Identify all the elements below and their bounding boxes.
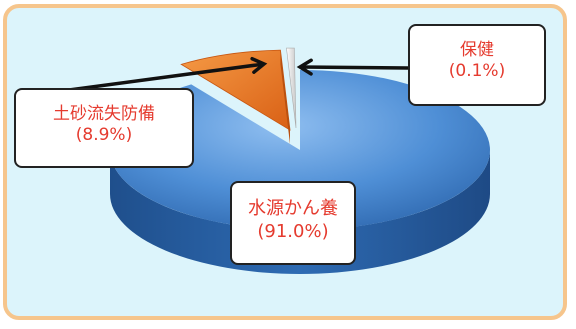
- arrow-dosha-head: [250, 56, 268, 74]
- arrow-hoken-head: [296, 58, 313, 76]
- arrow-dosha: [53, 62, 265, 94]
- callout-hoken: 保健 (0.1%): [408, 24, 546, 106]
- slice-suigen: [109, 70, 490, 230]
- slice-value-suigen: (91.0%): [257, 220, 329, 242]
- slice-label-dosha: 土砂流失防備: [53, 104, 155, 124]
- callout-dosha: 土砂流失防備 (8.9%): [14, 88, 194, 168]
- slice-side-suigen: [110, 150, 490, 274]
- arrow-hoken: [299, 65, 409, 70]
- slice-label-hoken: 保健: [460, 40, 494, 60]
- callout-suigen: 水源かん養 (91.0%): [230, 181, 356, 265]
- slice-value-hoken: (0.1%): [448, 61, 506, 82]
- slice-label-suigen: 水源かん養: [248, 198, 338, 219]
- slice-side-dosha: [280, 50, 290, 144]
- slice-value-dosha: (8.9%): [75, 125, 133, 146]
- slice-hoken: [286, 47, 297, 129]
